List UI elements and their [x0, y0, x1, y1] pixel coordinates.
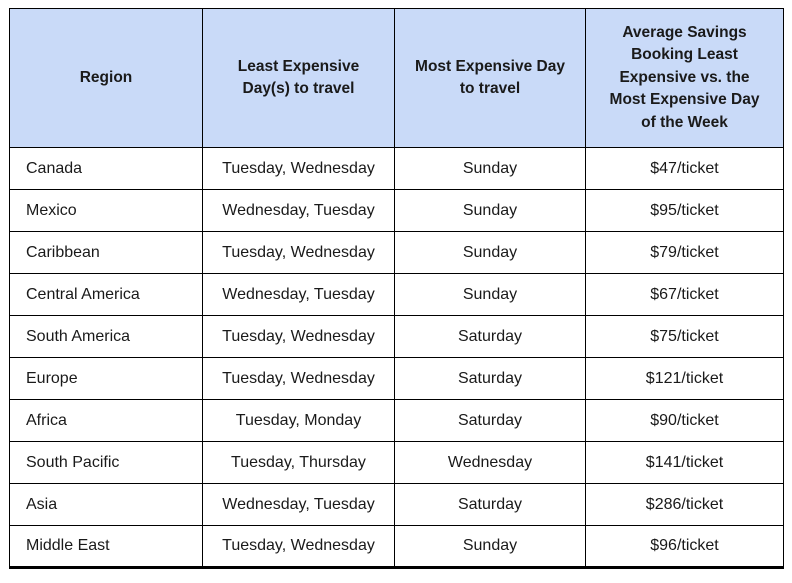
cell-region: Asia [9, 483, 203, 526]
cell-region: Caribbean [9, 231, 203, 274]
column-header-average-savings: Average Savings Booking Least Expensive … [585, 8, 784, 148]
cell-average-savings: $75/ticket [585, 315, 784, 358]
cell-most-expensive-day: Sunday [394, 231, 586, 274]
cell-least-expensive-days: Tuesday, Wednesday [202, 525, 395, 569]
table-row: Africa Tuesday, Monday Saturday $90/tick… [9, 399, 784, 442]
column-header-most-expensive-day: Most Expensive Day to travel [394, 8, 586, 148]
cell-average-savings: $95/ticket [585, 189, 784, 232]
cell-least-expensive-days: Wednesday, Tuesday [202, 483, 395, 526]
table-row: South America Tuesday, Wednesday Saturda… [9, 315, 784, 358]
cell-least-expensive-days: Tuesday, Thursday [202, 441, 395, 484]
cell-region: Middle East [9, 525, 203, 569]
column-header-region: Region [9, 8, 203, 148]
table-row: Europe Tuesday, Wednesday Saturday $121/… [9, 357, 784, 400]
cell-most-expensive-day: Saturday [394, 483, 586, 526]
table-row: Caribbean Tuesday, Wednesday Sunday $79/… [9, 231, 784, 274]
table-row: Mexico Wednesday, Tuesday Sunday $95/tic… [9, 189, 784, 232]
cell-region: South America [9, 315, 203, 358]
header-row: Region Least Expensive Day(s) to travel … [9, 8, 784, 148]
cell-least-expensive-days: Tuesday, Wednesday [202, 357, 395, 400]
cell-average-savings: $96/ticket [585, 525, 784, 569]
cell-region: South Pacific [9, 441, 203, 484]
cell-average-savings: $67/ticket [585, 273, 784, 316]
cell-most-expensive-day: Sunday [394, 189, 586, 232]
cell-average-savings: $90/ticket [585, 399, 784, 442]
cell-most-expensive-day: Sunday [394, 525, 586, 569]
cell-region: Africa [9, 399, 203, 442]
cell-average-savings: $286/ticket [585, 483, 784, 526]
cell-most-expensive-day: Saturday [394, 399, 586, 442]
cell-region: Canada [9, 147, 203, 190]
cell-most-expensive-day: Wednesday [394, 441, 586, 484]
cell-average-savings: $47/ticket [585, 147, 784, 190]
cell-most-expensive-day: Sunday [394, 147, 586, 190]
cell-least-expensive-days: Tuesday, Monday [202, 399, 395, 442]
cell-least-expensive-days: Wednesday, Tuesday [202, 273, 395, 316]
cell-most-expensive-day: Sunday [394, 273, 586, 316]
cell-most-expensive-day: Saturday [394, 315, 586, 358]
cell-average-savings: $141/ticket [585, 441, 784, 484]
cell-average-savings: $121/ticket [585, 357, 784, 400]
table-row: Central America Wednesday, Tuesday Sunda… [9, 273, 784, 316]
fare-table: Region Least Expensive Day(s) to travel … [9, 8, 784, 569]
table-row: Asia Wednesday, Tuesday Saturday $286/ti… [9, 483, 784, 526]
column-header-least-expensive-days: Least Expensive Day(s) to travel [202, 8, 395, 148]
cell-region: Europe [9, 357, 203, 400]
cell-least-expensive-days: Tuesday, Wednesday [202, 315, 395, 358]
cell-region: Mexico [9, 189, 203, 232]
cell-least-expensive-days: Wednesday, Tuesday [202, 189, 395, 232]
cell-average-savings: $79/ticket [585, 231, 784, 274]
cell-least-expensive-days: Tuesday, Wednesday [202, 231, 395, 274]
table-row: Middle East Tuesday, Wednesday Sunday $9… [9, 525, 784, 569]
cell-most-expensive-day: Saturday [394, 357, 586, 400]
cell-region: Central America [9, 273, 203, 316]
table-row: South Pacific Tuesday, Thursday Wednesda… [9, 441, 784, 484]
cell-least-expensive-days: Tuesday, Wednesday [202, 147, 395, 190]
table-row: Canada Tuesday, Wednesday Sunday $47/tic… [9, 147, 784, 190]
